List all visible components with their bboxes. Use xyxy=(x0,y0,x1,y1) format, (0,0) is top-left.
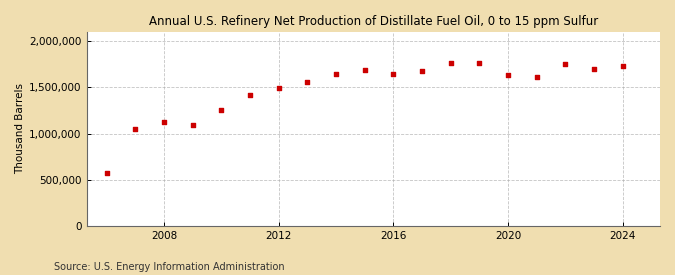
Point xyxy=(130,127,140,131)
Point xyxy=(302,80,313,84)
Text: Source: U.S. Energy Information Administration: Source: U.S. Energy Information Administ… xyxy=(54,262,285,272)
Y-axis label: Thousand Barrels: Thousand Barrels xyxy=(15,83,25,174)
Point xyxy=(446,61,456,65)
Point xyxy=(416,68,427,73)
Point xyxy=(560,62,571,67)
Point xyxy=(273,86,284,90)
Point xyxy=(589,67,599,72)
Point xyxy=(216,107,227,112)
Point xyxy=(618,64,628,68)
Point xyxy=(359,68,370,73)
Point xyxy=(187,123,198,127)
Point xyxy=(503,73,514,78)
Point xyxy=(388,72,399,77)
Point xyxy=(101,171,112,175)
Point xyxy=(159,119,169,124)
Point xyxy=(474,61,485,65)
Title: Annual U.S. Refinery Net Production of Distillate Fuel Oil, 0 to 15 ppm Sulfur: Annual U.S. Refinery Net Production of D… xyxy=(148,15,598,28)
Point xyxy=(531,75,542,79)
Point xyxy=(244,93,255,97)
Point xyxy=(331,72,342,77)
